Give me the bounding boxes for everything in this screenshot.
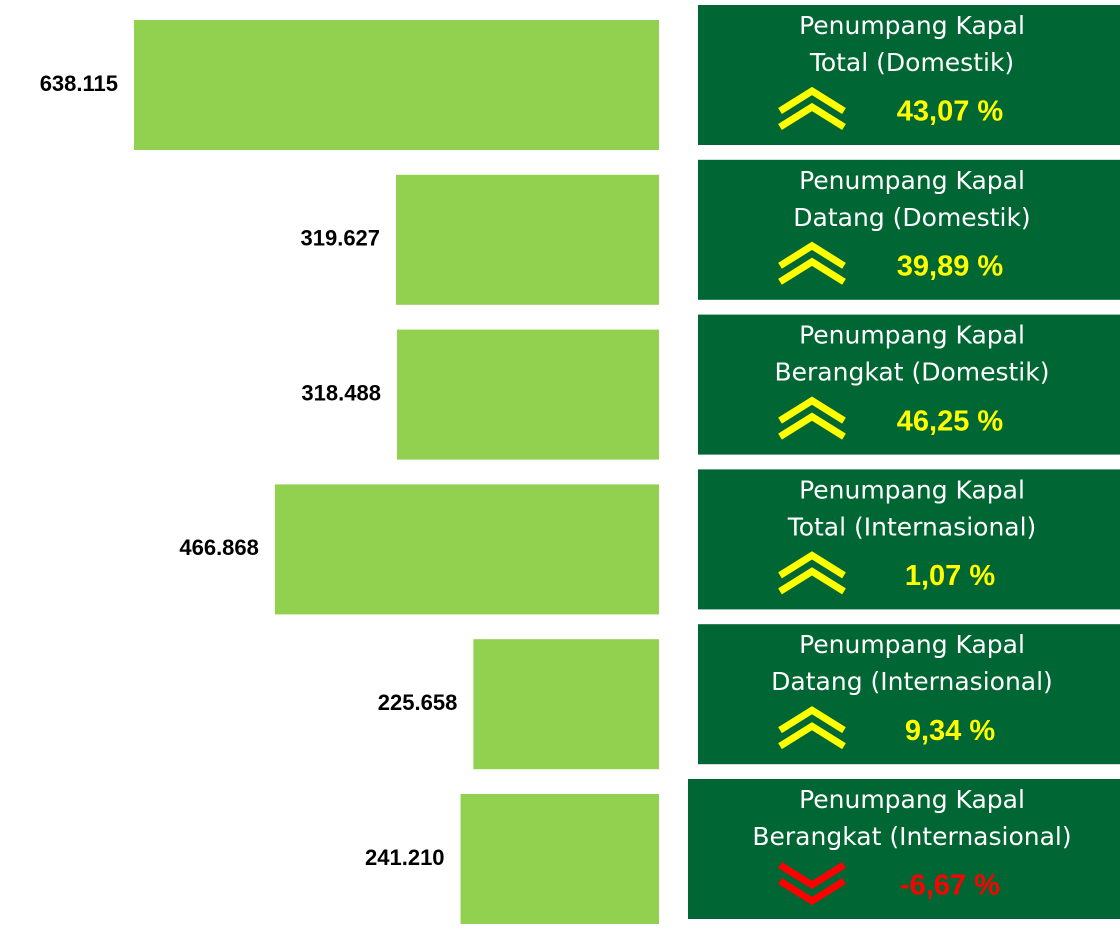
change-arrow	[778, 86, 846, 130]
panel-title: Total (Domestik)	[809, 48, 1014, 77]
change-arrow	[778, 241, 846, 285]
value-label: 241.210	[365, 845, 445, 870]
panel-title: Berangkat (Internasional)	[752, 822, 1071, 851]
change-arrow	[778, 706, 846, 750]
bar	[473, 639, 659, 770]
value-label: 638.115	[40, 71, 118, 96]
panel-title: Penumpang Kapal	[799, 475, 1025, 504]
value-label: 319.627	[301, 226, 381, 251]
panel-title: Penumpang Kapal	[799, 166, 1025, 195]
panel-title: Datang (Domestik)	[793, 203, 1030, 232]
panel	[698, 314, 1120, 455]
change-label: 43,07 %	[897, 96, 1004, 128]
change-label: 46,25 %	[897, 405, 1004, 437]
value-label: 225.658	[378, 690, 458, 715]
panel	[698, 624, 1120, 765]
panel	[698, 159, 1120, 300]
bar	[460, 794, 659, 924]
change-label: 39,89 %	[897, 250, 1004, 282]
panel	[698, 5, 1120, 145]
bar	[134, 20, 659, 150]
change-arrow	[778, 396, 846, 440]
panel-title: Total (Internasional)	[787, 512, 1037, 541]
change-arrow	[778, 862, 846, 906]
bar	[396, 329, 659, 460]
panel-title: Penumpang Kapal	[799, 785, 1025, 814]
panel	[688, 779, 1120, 919]
change-label: -6,67 %	[900, 870, 1000, 902]
bar	[274, 484, 659, 615]
panel	[698, 469, 1120, 610]
panel-title: Penumpang Kapal	[799, 630, 1025, 659]
change-arrow	[778, 551, 846, 595]
panel-title: Penumpang Kapal	[799, 11, 1025, 40]
change-label: 1,07 %	[905, 560, 995, 592]
bar	[396, 174, 659, 305]
change-label: 9,34 %	[905, 715, 995, 747]
value-label: 466.868	[179, 535, 259, 560]
value-label: 318.488	[301, 380, 381, 405]
panel-title: Berangkat (Domestik)	[775, 358, 1050, 387]
panel-title: Datang (Internasional)	[771, 667, 1053, 696]
panel-title: Penumpang Kapal	[799, 321, 1025, 350]
